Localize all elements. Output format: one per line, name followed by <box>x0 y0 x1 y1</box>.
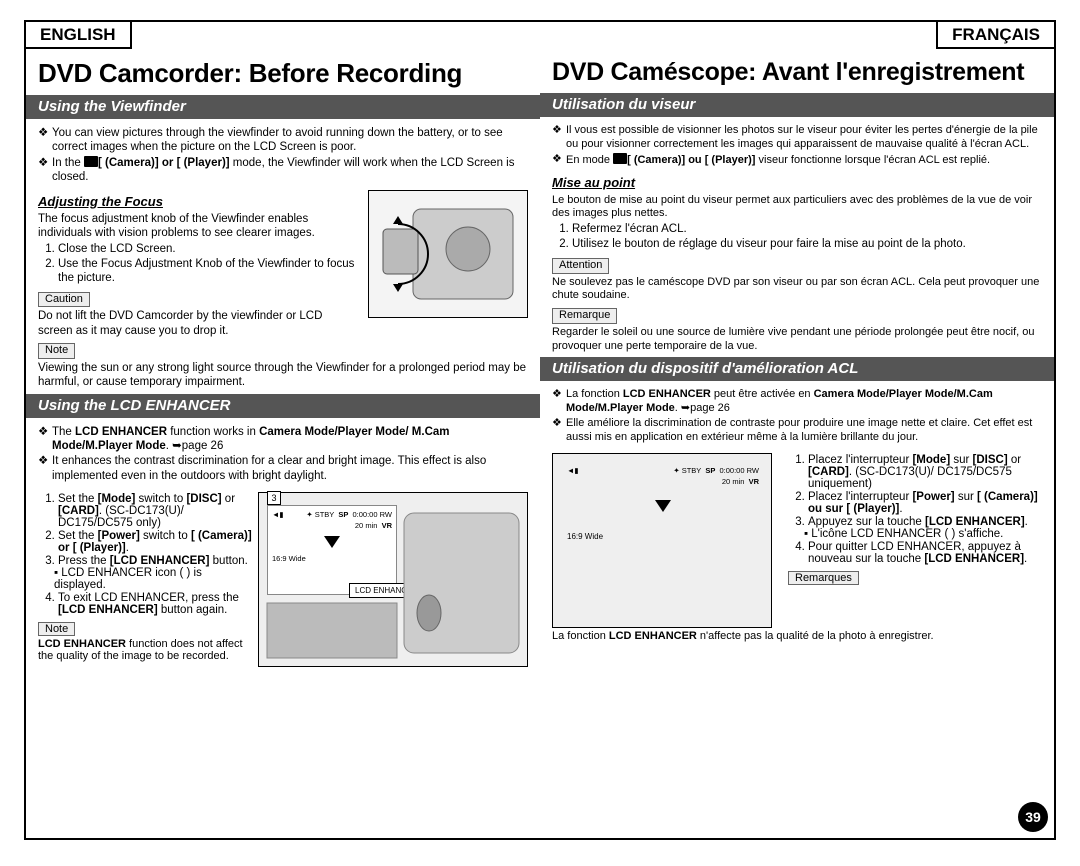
text: The LCD ENHANCER function works in Camer… <box>52 425 528 454</box>
lang-tab-en: ENGLISH <box>24 20 132 49</box>
step: Utilisez le bouton de réglage du viseur … <box>572 237 1042 251</box>
attention-label: Attention <box>552 258 609 274</box>
text: Le bouton de mise au point du viseur per… <box>552 194 1042 222</box>
english-column: ENGLISH DVD Camcorder: Before Recording … <box>26 22 540 838</box>
section-viewfinder-en: Using the Viewfinder <box>26 95 540 119</box>
caution-text: Do not lift the DVD Camcorder by the vie… <box>38 309 360 338</box>
remarque-text: Regarder le soleil ou une source de lumi… <box>552 326 1042 354</box>
attention-text: Ne soulevez pas le caméscope DVD par son… <box>552 276 1042 304</box>
note-text: La fonction LCD ENHANCER n'affecte pas l… <box>552 630 1042 644</box>
focus-steps: Refermez l'écran ACL. Utilisez le bouton… <box>572 222 1042 252</box>
remarque-label: Remarque <box>552 308 617 324</box>
step: Set the [Mode] switch to [DISC] or [CARD… <box>58 493 252 529</box>
note-label: Note <box>38 343 75 359</box>
text: You can view pictures through the viewfi… <box>52 126 528 155</box>
manual-page: ENGLISH DVD Camcorder: Before Recording … <box>24 20 1056 840</box>
step: Use the Focus Adjustment Knob of the Vie… <box>58 257 360 286</box>
osd-screen: ◄▮✦ STBY SP 0:00:00 RW 20 min VR 16:9 Wi… <box>563 462 763 592</box>
step: Press the [LCD ENHANCER] button. ▪ LCD E… <box>58 555 252 591</box>
text: In the [ (Camera)] or [ (Player)] mode, … <box>52 156 528 185</box>
bullet: ❖ In the [ (Camera)] or [ (Player)] mode… <box>38 156 528 185</box>
step: Placez l'interrupteur [Mode] sur [DISC] … <box>808 454 1042 490</box>
lcd-steps-en: Set the [Mode] switch to [DISC] or [CARD… <box>38 492 252 667</box>
bullet: ❖It enhances the contrast discrimination… <box>38 454 528 483</box>
lcd-illustration: 3 ◄▮✦ STBY SP 0:00:00 RW 20 min VR 16:9 … <box>258 492 528 667</box>
step-marker-3: 3 <box>267 491 281 505</box>
text: En mode [ (Camera)] ou [ (Player)] viseu… <box>566 153 990 168</box>
subhead-focus-fr: Mise au point <box>552 175 1042 191</box>
play-icon <box>655 500 671 512</box>
step: Placez l'interrupteur [Power] sur [ (Cam… <box>808 491 1042 515</box>
text: It enhances the contrast discrimination … <box>52 454 528 483</box>
note-text: LCD ENHANCER function does not affect th… <box>38 638 252 662</box>
lcd-steps-fr: Placez l'interrupteur [Mode] sur [DISC] … <box>788 453 1042 628</box>
text: Elle améliore la discrimination de contr… <box>566 417 1042 445</box>
note-text: Viewing the sun or any strong light sour… <box>38 361 528 390</box>
osd-screen: ◄▮✦ STBY SP 0:00:00 RW 20 min VR 16:9 Wi… <box>267 505 397 595</box>
text: Il vous est possible de visionner les ph… <box>566 124 1042 152</box>
lang-tab-fr: FRANÇAIS <box>936 20 1056 49</box>
subhead-focus-en: Adjusting the Focus <box>38 194 360 210</box>
play-icon <box>324 536 340 548</box>
lcd-enhancer-badge: LCD ENHANCER <box>349 583 424 598</box>
text: La fonction LCD ENHANCER peut être activ… <box>566 388 1042 416</box>
focus-steps: Close the LCD Screen. Use the Focus Adju… <box>58 242 360 286</box>
bullet: ❖You can view pictures through the viewf… <box>38 126 528 155</box>
bullet: ❖ La fonction LCD ENHANCER peut être act… <box>552 388 1042 416</box>
bullet: ❖Il vous est possible de visionner les p… <box>552 124 1042 152</box>
step: Refermez l'écran ACL. <box>572 222 1042 236</box>
section-lcd-fr: Utilisation du dispositif d'amélioration… <box>540 357 1054 381</box>
french-column: FRANÇAIS DVD Caméscope: Avant l'enregist… <box>540 22 1054 838</box>
caution-label: Caution <box>38 292 90 308</box>
bullet: ❖Elle améliore la discrimination de cont… <box>552 417 1042 445</box>
page-number: 39 <box>1018 802 1048 832</box>
step: Set the [Power] switch to [ (Camera)] or… <box>58 530 252 554</box>
bullet: ❖ The LCD ENHANCER function works in Cam… <box>38 425 528 454</box>
lcd-illustration: ◄▮✦ STBY SP 0:00:00 RW 20 min VR 16:9 Wi… <box>552 453 772 628</box>
section-viewfinder-fr: Utilisation du viseur <box>540 93 1054 117</box>
step: Close the LCD Screen. <box>58 242 360 256</box>
text: The focus adjustment knob of the Viewfin… <box>38 212 360 241</box>
camera-icon <box>84 156 98 167</box>
bullet: ❖ En mode [ (Camera)] ou [ (Player)] vis… <box>552 153 1042 168</box>
step: Pour quitter LCD ENHANCER, appuyez à nou… <box>808 541 1042 565</box>
note-label: Note <box>38 622 75 636</box>
step: Appuyez sur la touche [LCD ENHANCER]. ▪ … <box>808 516 1042 540</box>
viewfinder-illustration <box>368 190 528 318</box>
camera-icon <box>613 153 627 164</box>
step: To exit LCD ENHANCER, press the [LCD ENH… <box>58 592 252 616</box>
section-lcd-en: Using the LCD ENHANCER <box>26 394 540 418</box>
remarques-label: Remarques <box>788 571 859 585</box>
